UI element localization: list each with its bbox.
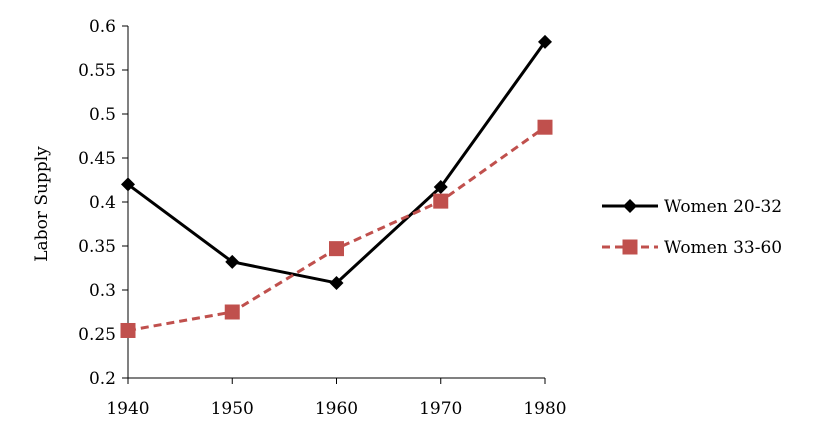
data-point-square bbox=[224, 304, 240, 320]
legend: Women 20-32 Women 33-60 bbox=[602, 197, 782, 258]
x-axis-ticks: 1940 1950 1960 1970 1980 bbox=[106, 378, 567, 419]
legend-marker-diamond bbox=[623, 199, 637, 213]
x-tick-label: 1940 bbox=[106, 399, 149, 419]
x-tick-label: 1980 bbox=[523, 399, 566, 419]
y-tick-label: 0.25 bbox=[78, 325, 116, 345]
y-tick-label: 0.55 bbox=[78, 61, 116, 81]
y-tick-label: 0.3 bbox=[89, 281, 116, 301]
series bbox=[120, 34, 553, 338]
data-point-square bbox=[329, 241, 344, 257]
data-point-diamond bbox=[329, 275, 344, 290]
x-tick-label: 1970 bbox=[419, 399, 462, 419]
data-point-diamond bbox=[225, 254, 240, 269]
x-tick-label: 1960 bbox=[315, 399, 358, 419]
y-axis-title: Labor Supply bbox=[32, 146, 52, 262]
series-line bbox=[127, 125, 546, 332]
data-point-diamond bbox=[538, 34, 552, 49]
series-2 bbox=[120, 119, 553, 338]
y-tick-label: 0.35 bbox=[78, 237, 116, 257]
x-tick-label: 1950 bbox=[211, 399, 254, 419]
legend-item: Women 33-60 bbox=[602, 238, 782, 258]
y-tick-label: 0.45 bbox=[78, 149, 116, 169]
y-axis-ticks: 0.2 0.25 0.3 0.35 0.4 0.45 0.5 0.55 0.6 bbox=[78, 17, 128, 389]
legend-marker-square bbox=[622, 239, 638, 255]
y-tick-label: 0.6 bbox=[89, 17, 116, 37]
data-point-square bbox=[433, 193, 449, 209]
data-point-diamond bbox=[121, 177, 135, 192]
data-point-diamond bbox=[433, 180, 448, 195]
data-point-square bbox=[120, 322, 136, 338]
y-tick-label: 0.5 bbox=[89, 105, 116, 125]
series-1 bbox=[121, 34, 552, 290]
y-tick-label: 0.2 bbox=[89, 369, 116, 389]
legend-item: Women 20-32 bbox=[602, 197, 782, 217]
y-tick-label: 0.4 bbox=[89, 193, 116, 213]
legend-label: Women 33-60 bbox=[664, 238, 782, 258]
axes: 0.2 0.25 0.3 0.35 0.4 0.45 0.5 0.55 0.6 1940 1950… bbox=[32, 17, 567, 419]
legend-label: Women 20-32 bbox=[664, 197, 782, 217]
data-point-square bbox=[537, 119, 553, 135]
